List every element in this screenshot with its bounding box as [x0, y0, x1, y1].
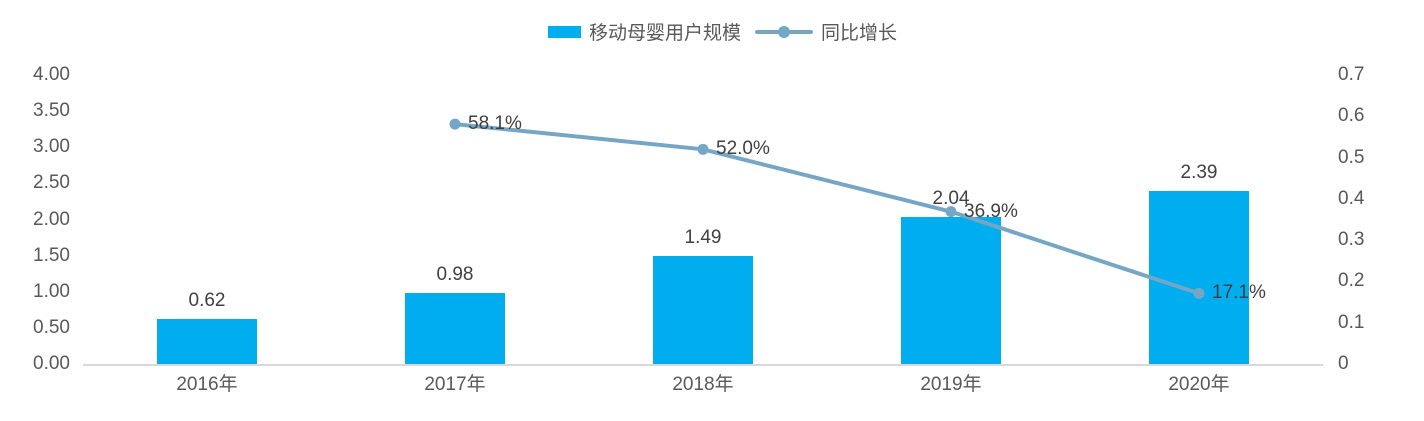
right-axis-tick-label: 0.4: [1338, 187, 1365, 209]
left-axis-tick-label: 2.00: [33, 208, 70, 230]
bar-2018年: [653, 256, 753, 364]
left-axis-tick-label: 2.50: [33, 172, 70, 194]
left-axis-tick-label: 0.00: [33, 353, 70, 374]
x-axis-category-label: 2019年: [920, 374, 982, 395]
bar-2019年: [901, 216, 1001, 364]
x-axis-category-label: 2016年: [176, 374, 238, 395]
legend-label-bar-series: 移动母婴用户规模: [589, 23, 742, 44]
right-axis-tick-label: 0.3: [1338, 229, 1365, 251]
left-axis-tick-label: 1.50: [33, 244, 70, 266]
x-axis-category-label: 2018年: [672, 374, 734, 395]
right-axis-tick-label: 0.1: [1338, 311, 1365, 333]
left-axis-tick-label: 0.50: [33, 316, 70, 338]
bar-value-label: 0.98: [436, 264, 474, 286]
left-axis-tick-label: 3.00: [33, 136, 70, 158]
left-axis-tick-label: 4.00: [33, 64, 70, 85]
x-axis-line: [83, 364, 1323, 366]
bar-2017年: [405, 293, 505, 364]
bar-value-label: 1.49: [684, 227, 722, 249]
growth-line-marker-2017年: [449, 118, 461, 130]
right-axis-tick-label: 0: [1338, 353, 1349, 374]
line-series-marker-icon: [755, 25, 814, 38]
growth-line: [453, 122, 1201, 296]
x-axis-category-label: 2020年: [1168, 374, 1230, 395]
right-axis-tick-label: 0.7: [1338, 64, 1365, 85]
bar-2016年: [157, 319, 257, 364]
bar-series-swatch-icon: [548, 25, 581, 38]
x-axis-category-label: 2017年: [424, 374, 486, 395]
bar-value-label: 2.39: [1180, 162, 1218, 184]
bar-2020年: [1149, 191, 1249, 364]
growth-line-marker-2018年: [697, 143, 709, 155]
legend-label-line-series: 同比增长: [821, 23, 898, 44]
growth-value-label: 58.1%: [468, 113, 522, 135]
left-axis-tick-label: 1.00: [33, 280, 70, 302]
legend: 移动母婴用户规模 同比增长: [548, 18, 897, 45]
right-axis-tick-label: 0.2: [1338, 270, 1365, 292]
growth-value-label: 36.9%: [964, 200, 1018, 222]
bar-value-label: 0.62: [188, 290, 226, 312]
left-axis-tick-label: 3.50: [33, 100, 70, 122]
legend-item-line-series[interactable]: 同比增长: [755, 18, 897, 45]
growth-value-label: 52.0%: [716, 138, 770, 160]
right-axis-tick-label: 0.5: [1338, 146, 1365, 168]
growth-value-label: 17.1%: [1212, 282, 1266, 304]
right-axis-tick-label: 0.6: [1338, 105, 1365, 127]
legend-item-bar-series[interactable]: 移动母婴用户规模: [548, 18, 741, 45]
